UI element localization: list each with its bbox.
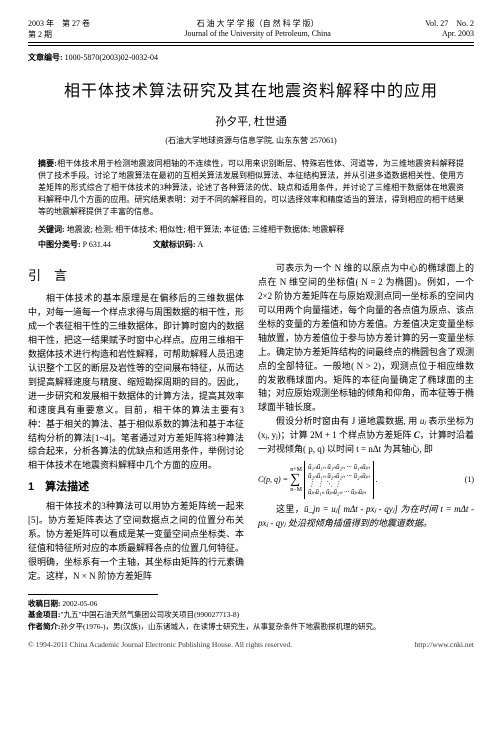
class-value2: A <box>198 240 204 249</box>
matrix-row-1: ū₁ₙū₁ₙ ū₁ₙū₂ₙ ··· ū₁ₙūⱼₙ <box>308 463 370 471</box>
keywords-line: 关键词: 地震波; 检测; 相干体技术; 相似性; 相干算法; 本征值; 三维相… <box>38 224 464 235</box>
intro-paragraph: 相干体技术的基本原理是在偏移后的三维数据体中，对每一道每一个样点求得与周围数据的… <box>28 292 244 473</box>
paper-title: 相干体技术算法研究及其在地震资料解释中的应用 <box>28 77 474 101</box>
header-year-vol: 2003 年 第 27 卷 <box>28 18 90 29</box>
footnotes: 收稿日期: 2002-05-06 基金项目:"九五"中国石油天然气集团公司攻关项… <box>28 598 474 632</box>
affiliation: (石油大学地球资源与信息学院, 山东东营 257061) <box>28 135 474 146</box>
journal-title-cn: 石 油 大 学 学 报（自 然 科 学 版） <box>184 18 330 29</box>
header-center: 石 油 大 学 学 报（自 然 科 学 版） Journal of the Un… <box>184 18 330 40</box>
article-code-line: 文章编号: 1000-5870(2003)02-0032-04 <box>28 52 474 63</box>
sigma-lower: n−M <box>290 487 302 493</box>
author-bio-text: 孙夕平(1976-)，男(汉族)，山东诸城人，在读博士研究生，从事复杂条件下地震… <box>61 622 381 631</box>
fund-label: 基金项目: <box>28 610 61 619</box>
header-volno: Vol. 27 No. 2 <box>425 18 474 29</box>
equation-1-body: C(p, q) = n+M ∑ n−M ū₁ₙū₁ₙ ū₁ₙū₂ₙ ··· ū₁… <box>258 461 378 499</box>
intro-heading: 引 言 <box>28 266 244 286</box>
header-issue: 第 2 期 <box>28 29 90 40</box>
matrix-row-4: ūⱼₙū₁ₙ ūⱼₙū₂ₙ ··· ūⱼₙūⱼₙ <box>308 488 370 496</box>
equation-number-1: (1) <box>465 474 474 486</box>
journal-title-en: Journal of the University of Petroleum, … <box>184 29 330 38</box>
abstract-text: 相干体技术用于检测地震波同相轴的不连续性，可以用来识别断层、特殊岩性体、河道等，… <box>38 159 464 216</box>
footnote-separator <box>28 594 158 595</box>
recv-date: 2002-05-06 <box>62 599 97 608</box>
sigma-symbol: n+M ∑ n−M <box>290 467 302 493</box>
section-1-paragraph: 相干体技术的3种算法可以用协方差矩阵统一起来[5]。协方差矩阵表达了空间数据点之… <box>28 500 244 584</box>
body-columns: 引 言 相干体技术的基本原理是在偏移后的三维数据体中，对每一道每一个样点求得与周… <box>28 262 474 584</box>
matrix-row-2: ū₂ₙū₁ₙ ū₂ₙū₂ₙ ··· ū₂ₙūⱼₙ <box>308 472 370 480</box>
header-rule-bottom <box>28 45 474 46</box>
class-value1: P 631.44 <box>83 240 111 249</box>
publisher-footer: © 1994-2011 China Academic Journal Elect… <box>28 640 474 649</box>
right-para-3: 这里，ū_jn = uⱼ[ mΔt - pxⱼ - qyⱼ] 为在时间 t = … <box>258 503 474 531</box>
right-para-1: 可表示为一个 N 维的以原点为中心的椭球面上的点在 N 维空间的坐标值( N =… <box>258 262 474 415</box>
abstract-label: 摘要: <box>38 159 57 168</box>
header-right: Vol. 27 No. 2 Apr. 2003 <box>425 18 474 40</box>
fund-text: "九五"中国石油天然气集团公司攻关项目(990027713-8) <box>61 610 240 619</box>
header-rule-top <box>28 42 474 43</box>
classification-line: 中图分类号: P 631.44 文献标识码: A <box>38 239 464 250</box>
matrix-row-3: ⋮ ⋮ ⋱ ⋮ <box>308 480 370 488</box>
left-column: 引 言 相干体技术的基本原理是在偏移后的三维数据体中，对每一道每一个样点求得与周… <box>28 262 244 584</box>
class-label2: 文献标识码: <box>153 240 196 249</box>
header-date: Apr. 2003 <box>425 29 474 38</box>
author-bio-label: 作者简介: <box>28 622 61 631</box>
section-1-heading: 1 算法描述 <box>28 479 244 496</box>
class-label1: 中图分类号: <box>38 240 81 249</box>
authors: 孙夕平, 杜世通 <box>28 113 474 129</box>
right-para-2: 假设分析时窗由有 J 道地震数据, 用 uⱼ 表示坐标为(xⱼ, yⱼ)；计算 … <box>258 415 474 457</box>
article-code-label: 文章编号: <box>28 53 63 62</box>
abstract-block: 摘要:相干体技术用于检测地震波同相轴的不连续性，可以用来识别断层、特殊岩性体、河… <box>38 158 464 218</box>
equation-1: C(p, q) = n+M ∑ n−M ū₁ₙū₁ₙ ū₁ₙū₂ₙ ··· ū₁… <box>258 461 474 499</box>
page-root: 2003 年 第 27 卷 第 2 期 石 油 大 学 学 报（自 然 科 学 … <box>0 0 502 661</box>
keywords-label: 关键词: <box>38 225 65 234</box>
eq-lhs: C(p, q) = <box>258 474 288 486</box>
journal-header: 2003 年 第 27 卷 第 2 期 石 油 大 学 学 报（自 然 科 学 … <box>28 18 474 40</box>
covariance-matrix: ū₁ₙū₁ₙ ū₁ₙū₂ₙ ··· ū₁ₙūⱼₙ ū₂ₙū₁ₙ ū₂ₙū₂ₙ ·… <box>304 461 374 499</box>
article-code-value: 1000-5870(2003)02-0032-04 <box>65 53 158 62</box>
symbol-uj: uⱼ <box>420 416 426 426</box>
right-column: 可表示为一个 N 维的以原点为中心的椭球面上的点在 N 维空间的坐标值( N =… <box>258 262 474 584</box>
header-left: 2003 年 第 27 卷 第 2 期 <box>28 18 90 40</box>
sigma-icon: ∑ <box>290 473 300 487</box>
publisher-url: http://www.cnki.net <box>414 640 474 649</box>
recv-date-label: 收稿日期: <box>28 599 61 608</box>
keywords-text: 地震波; 检测; 相干体技术; 相似性; 相干算法; 本征值; 三维相干数据体;… <box>67 225 345 234</box>
copyright-text: © 1994-2011 China Academic Journal Elect… <box>28 640 292 649</box>
